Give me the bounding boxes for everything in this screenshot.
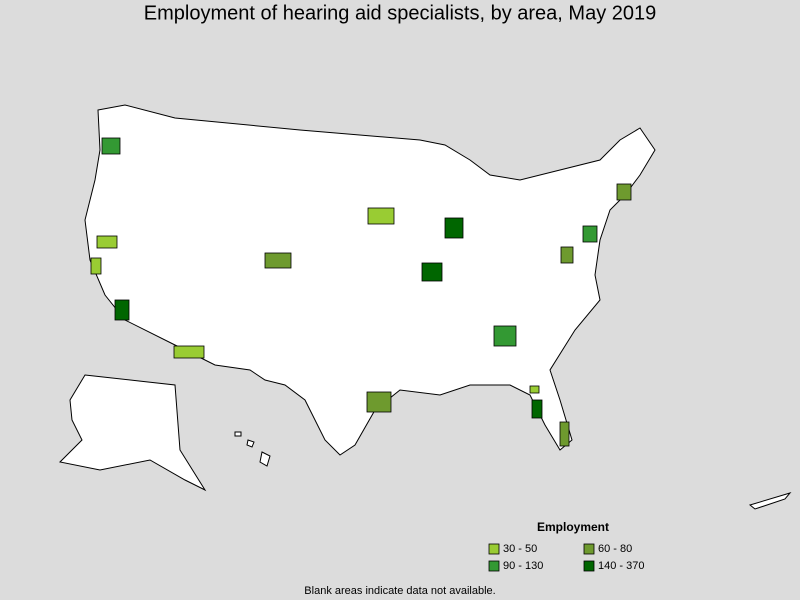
legend-label: 140 - 370	[598, 560, 644, 572]
legend-label: 60 - 80	[598, 543, 632, 555]
legend-swatch	[488, 543, 500, 555]
legend-label: 30 - 50	[503, 543, 537, 555]
legend-title: Employment	[537, 520, 609, 534]
legend-swatch	[488, 560, 500, 572]
legend: 30 - 50 60 - 80 90 - 130 140 - 370	[488, 543, 644, 572]
msa-area	[444, 217, 464, 239]
msa-area	[173, 345, 205, 359]
msa-area	[114, 299, 130, 321]
msa-area	[559, 421, 570, 447]
msa-area	[96, 235, 118, 249]
alaska	[58, 374, 207, 492]
msa-area	[366, 391, 392, 413]
legend-swatch	[583, 543, 595, 555]
msa-area	[616, 183, 632, 201]
msa-area	[421, 262, 443, 282]
msa-areas	[90, 137, 632, 447]
hawaii	[234, 431, 271, 467]
msa-area	[560, 246, 574, 264]
map-title: Employment of hearing aid specialists, b…	[144, 2, 657, 24]
msa-area	[493, 325, 517, 347]
msa-area	[90, 257, 102, 275]
msa-area	[367, 207, 395, 225]
msa-area	[582, 225, 598, 243]
msa-area	[531, 399, 543, 419]
legend-label: 90 - 130	[503, 560, 543, 572]
map	[58, 104, 792, 510]
footnote: Blank areas indicate data not available.	[304, 585, 495, 597]
msa-area	[529, 385, 540, 394]
territory	[748, 492, 792, 510]
legend-swatch	[583, 560, 595, 572]
msa-area	[101, 137, 121, 155]
msa-area	[264, 252, 292, 269]
